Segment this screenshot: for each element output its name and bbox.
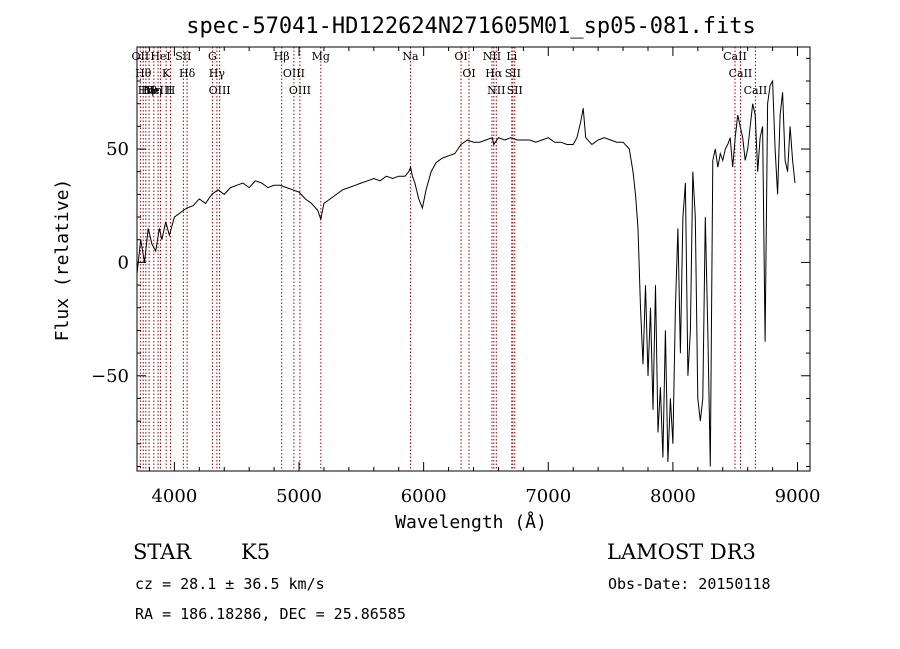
spectrum-series-line (136, 79, 796, 467)
line-label-3: Hθ (141, 84, 158, 97)
y-axis-label: Flux (relative) (52, 179, 73, 342)
line-label-28: CaII (729, 67, 753, 80)
x-tick-label-1: 5000 (276, 486, 322, 507)
y-axis-ticks: −50 0 50 (91, 57, 810, 467)
x-axis-ticks: 4000 5000 6000 7000 8000 9000 (148, 47, 821, 507)
survey-name: LAMOST DR3 (607, 540, 756, 564)
line-label-0: OII (132, 50, 150, 63)
line-label-15: OIII (283, 67, 305, 80)
y-tick-label-0: −50 (91, 366, 129, 387)
x-tick-label-3: 7000 (525, 486, 571, 507)
line-label-10: Hδ (179, 67, 196, 80)
x-tick-label-0: 4000 (151, 486, 197, 507)
coordinates-text: RA = 186.18286, DEC = 25.86585 (135, 605, 406, 623)
obs-date-text: Obs-Date: 20150118 (608, 575, 771, 593)
line-label-14: Hβ (274, 50, 290, 63)
object-class: STAR (133, 540, 192, 564)
line-label-22: Hα (485, 67, 503, 80)
x-tick-label-2: 6000 (401, 486, 447, 507)
line-label-25: SII (505, 67, 521, 80)
line-label-29: CaII (744, 84, 768, 97)
x-tick-label-4: 8000 (650, 486, 696, 507)
line-label-24: Li (506, 50, 517, 63)
line-label-9: SII (175, 50, 191, 63)
line-label-13: OIII (209, 84, 231, 97)
redshift-text: cz = 28.1 ± 36.5 km/s (135, 575, 325, 593)
line-label-18: Na (402, 50, 419, 63)
line-label-7: K (162, 67, 171, 80)
x-axis-label: Wavelength (Å) (395, 511, 547, 533)
line-label-12: Hγ (209, 67, 226, 80)
line-label-11: G (208, 50, 217, 63)
line-label-1: Hθ (135, 67, 152, 80)
line-label-27: CaII (723, 50, 747, 63)
spectral-line-labels: OIIHθHηHθHηNeIIIHeIKHSIIHδGHγOIIIHβOIIIO… (132, 50, 768, 97)
y-tick-label-1: 0 (118, 252, 129, 273)
line-label-6: HeI (150, 50, 170, 63)
line-label-8: H (166, 84, 176, 97)
line-label-17: Mg (312, 50, 330, 63)
chart-title: spec-57041-HD122624N271605M01_sp05-081.f… (186, 14, 756, 39)
line-label-19: OI (454, 50, 467, 63)
spectral-line-markers (139, 47, 756, 471)
line-label-16: OIII (289, 84, 311, 97)
line-label-2: Hη (138, 84, 154, 97)
y-tick-label-2: 50 (106, 139, 129, 160)
line-label-20: OI (462, 67, 475, 80)
line-label-4: Hη (146, 84, 162, 97)
x-tick-label-5: 9000 (775, 486, 821, 507)
line-label-21: NII (483, 50, 501, 63)
line-label-26: SII (507, 84, 523, 97)
spectral-subclass: K5 (241, 540, 270, 564)
line-label-23: NII (487, 84, 505, 97)
line-label-5: NeIII (143, 84, 172, 97)
